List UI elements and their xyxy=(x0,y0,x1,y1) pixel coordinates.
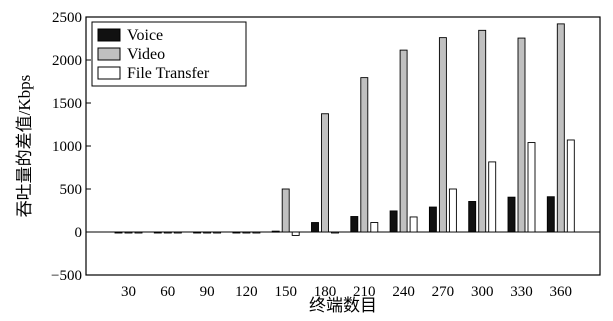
bar-file-transfer xyxy=(566,139,575,233)
y-tick-label: 1000 xyxy=(52,139,82,155)
bar-video xyxy=(478,29,487,233)
y-tick-label: 2500 xyxy=(52,10,82,26)
bar-file-transfer xyxy=(252,231,261,234)
legend-swatch-voice xyxy=(97,28,121,42)
bar-video xyxy=(124,231,133,234)
y-tick-label: 0 xyxy=(75,225,83,241)
y-tick-label: 2000 xyxy=(52,53,82,69)
x-axis: 30 60 90 120 150 180 210 240 270 300 330 360 xyxy=(121,284,572,300)
bar-file-transfer xyxy=(527,142,536,233)
legend-swatch-file-transfer xyxy=(97,66,121,80)
bar-video xyxy=(281,188,290,233)
bar-voice xyxy=(428,206,437,233)
x-axis-title: 终端数目 xyxy=(309,296,377,315)
bar-video xyxy=(399,49,408,233)
bar-file-transfer xyxy=(213,231,222,234)
bars-group xyxy=(114,23,575,236)
bar-video xyxy=(556,23,565,233)
bar-file-transfer xyxy=(448,188,457,233)
legend-label-video: Video xyxy=(127,46,165,63)
y-tick-label: −500 xyxy=(51,268,82,284)
bar-voice xyxy=(468,201,477,233)
y-tick-label: 1500 xyxy=(52,96,82,112)
y-axis: −500 0 500 1000 1500 2000 2500 xyxy=(51,10,91,284)
legend: Voice Video File Transfer xyxy=(91,21,247,87)
bar-video xyxy=(321,113,329,233)
bar-voice xyxy=(114,231,123,234)
x-tick-label: 330 xyxy=(510,284,533,300)
bar-voice xyxy=(153,231,162,234)
bar-file-transfer xyxy=(331,231,339,234)
bar-video xyxy=(242,231,251,234)
legend-swatch-video xyxy=(97,47,121,61)
bar-video xyxy=(360,77,369,233)
bar-voice xyxy=(311,222,319,233)
x-tick-label: 270 xyxy=(432,284,455,300)
x-tick-label: 180 xyxy=(314,284,337,300)
bar-file-transfer xyxy=(409,216,418,233)
legend-label-voice: Voice xyxy=(127,27,163,44)
y-axis-title: 吞吐量的差值/Kbps xyxy=(15,75,34,218)
bar-video xyxy=(438,37,447,233)
bar-voice xyxy=(350,216,359,233)
bar-voice xyxy=(507,196,516,233)
bar-voice xyxy=(232,231,241,234)
y-tick-label: 500 xyxy=(60,182,83,198)
bar-file-transfer xyxy=(134,231,143,234)
x-tick-label: 30 xyxy=(121,284,136,300)
x-tick-label: 300 xyxy=(471,284,494,300)
bar-file-transfer xyxy=(488,161,497,233)
legend-label-file-transfer: File Transfer xyxy=(127,65,210,82)
bar-file-transfer xyxy=(291,231,300,236)
bar-file-transfer xyxy=(370,222,379,233)
x-tick-label: 210 xyxy=(353,284,376,300)
x-tick-label: 240 xyxy=(392,284,415,300)
x-tick-label: 90 xyxy=(200,284,215,300)
x-tick-label: 360 xyxy=(550,284,573,300)
bar-voice xyxy=(193,231,202,234)
bar-voice xyxy=(271,230,280,233)
x-tick-label: 150 xyxy=(274,284,297,300)
bar-voice xyxy=(546,196,555,233)
x-tick-label: 60 xyxy=(160,284,175,300)
bar-file-transfer xyxy=(173,231,182,234)
bar-video xyxy=(203,231,212,234)
x-tick-label: 120 xyxy=(235,284,258,300)
bar-voice xyxy=(389,210,398,233)
bar-video xyxy=(163,231,172,234)
bar-video xyxy=(517,37,526,233)
